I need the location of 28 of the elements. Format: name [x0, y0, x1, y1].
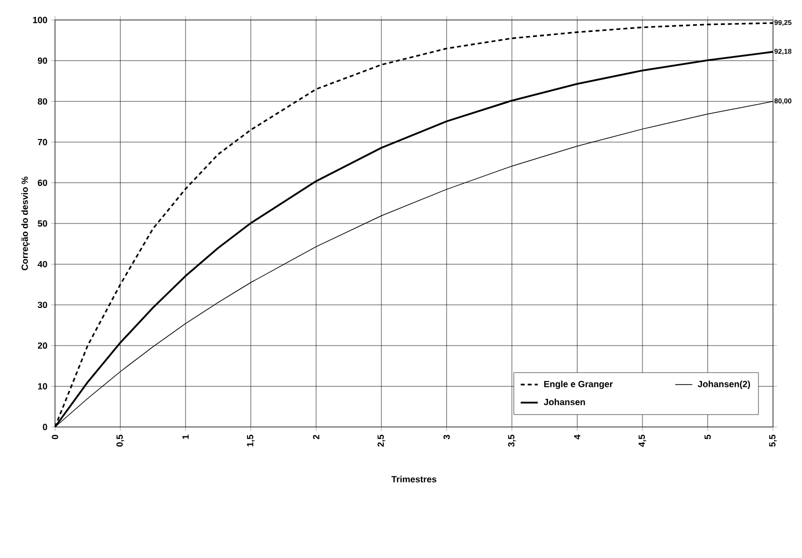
- x-tick-label: 3,5: [508, 434, 516, 447]
- x-tick-label: 1,5: [247, 434, 255, 446]
- x-tick-label: 4,5: [638, 434, 646, 447]
- y-tick-label: 60: [38, 180, 48, 186]
- legend-label: Engle e Granger: [544, 380, 613, 390]
- y-tick-label: 10: [38, 383, 48, 390]
- y-tick-label: 80: [38, 98, 48, 105]
- x-tick-label: 0: [52, 434, 58, 440]
- y-tick-label: 70: [38, 138, 48, 146]
- legend-label: Johansen(2): [698, 380, 750, 389]
- x-axis-title: Trimestres: [391, 476, 436, 482]
- y-tick-label: 100: [33, 16, 48, 24]
- x-tick-label: 5: [704, 434, 711, 440]
- y-tick-label: 50: [38, 220, 48, 227]
- y-tick-label: 40: [38, 261, 48, 268]
- y-axis-title: Correção do desvio %: [21, 176, 30, 270]
- y-tick-label: 0: [42, 424, 48, 430]
- x-tick-label: 4: [574, 434, 580, 440]
- legend-label: Johansen: [544, 398, 585, 406]
- x-tick-label: 2: [312, 434, 320, 440]
- y-tick-label: 20: [38, 342, 48, 349]
- x-tick-label: 2,5: [378, 434, 386, 447]
- x-tick-label: 5,5: [769, 434, 777, 447]
- x-tick-label: 1: [182, 434, 189, 439]
- x-tick-label: 3: [443, 434, 450, 440]
- x-tick-label: 0,5: [116, 434, 124, 447]
- y-tick-label: 30: [38, 302, 48, 308]
- y-tick-label: 90: [38, 58, 48, 64]
